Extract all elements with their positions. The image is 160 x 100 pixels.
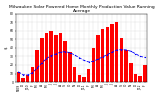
Bar <box>87 69 90 82</box>
Bar <box>92 48 95 82</box>
Bar <box>64 41 67 82</box>
Bar <box>101 29 104 82</box>
Bar <box>21 78 25 82</box>
Bar <box>120 38 123 82</box>
Bar <box>17 72 20 82</box>
Bar <box>106 27 109 82</box>
Bar <box>49 31 53 82</box>
Bar <box>45 33 48 82</box>
Bar <box>129 63 132 82</box>
Bar <box>124 50 128 82</box>
Bar <box>143 65 147 82</box>
Bar <box>35 50 39 82</box>
Bar <box>40 38 44 82</box>
Bar <box>96 35 100 82</box>
Title: Milwaukee Solar Powered Home Monthly Production Value Running Average: Milwaukee Solar Powered Home Monthly Pro… <box>9 5 154 13</box>
Bar <box>68 52 72 82</box>
Bar <box>31 67 34 82</box>
Bar <box>73 67 76 82</box>
Bar <box>77 75 81 82</box>
Bar <box>115 22 119 82</box>
Bar <box>138 76 142 82</box>
Bar <box>82 77 86 82</box>
Bar <box>134 74 137 82</box>
Bar <box>54 35 58 82</box>
Bar <box>110 24 114 82</box>
Bar <box>59 33 62 82</box>
Bar <box>26 75 29 82</box>
Y-axis label: $: $ <box>4 47 8 49</box>
